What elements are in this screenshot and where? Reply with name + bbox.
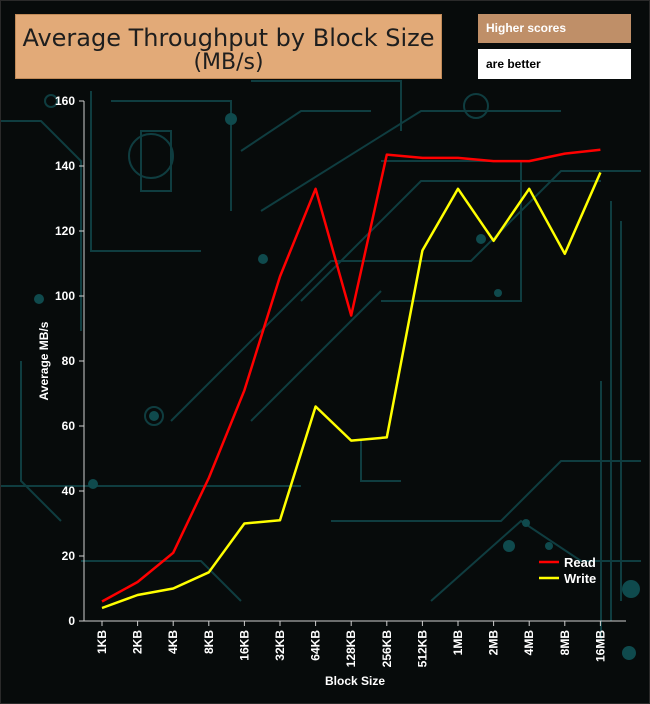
y-tick-label: 60	[62, 419, 76, 433]
x-tick-label: 2KB	[131, 630, 145, 654]
chart-series	[101, 148, 602, 610]
y-tick-label: 140	[55, 159, 75, 173]
x-tick-label: 16MB	[593, 630, 607, 662]
x-tick-labels: 1KB 2KB 4KB 8KB 16KB 32KB 64KB 128KB 256KB 512KB 1…	[95, 621, 607, 667]
x-tick-label: 32KB	[273, 630, 287, 661]
series-line-write	[101, 171, 602, 610]
x-tick-label: 4MB	[522, 630, 536, 656]
y-tick-labels: 0 20 40 60 80 100 120 140 160	[55, 94, 84, 628]
y-tick-label: 160	[55, 94, 75, 108]
y-tick-label: 80	[62, 354, 76, 368]
legend-label-write: Write	[564, 571, 596, 586]
series-line-read	[101, 148, 601, 603]
x-tick-label: 8MB	[558, 630, 572, 656]
x-tick-label: 1KB	[95, 630, 109, 654]
x-tick-label: 16KB	[237, 630, 251, 661]
y-tick-label: 0	[68, 614, 75, 628]
x-axis-title: Block Size	[325, 674, 385, 688]
y-tick-label: 40	[62, 484, 76, 498]
chart-title: Average Throughput by Block Size (MB/s)	[15, 14, 442, 79]
chart-axes	[83, 101, 626, 622]
chart-title-line-1: Average Throughput by Block Size	[22, 24, 435, 52]
x-tick-label: 1MB	[451, 630, 465, 656]
x-tick-label: 512KB	[415, 630, 429, 668]
note-are-better: are better	[478, 49, 631, 79]
y-axis-title: Average MB/s	[37, 321, 51, 400]
chart-title-line-2: (MB/s)	[193, 50, 264, 75]
x-tick-label: 256KB	[380, 630, 394, 668]
x-tick-label: 64KB	[309, 630, 323, 661]
x-tick-label: 2MB	[487, 630, 501, 656]
x-tick-label: 128KB	[344, 630, 358, 668]
y-tick-label: 120	[55, 224, 75, 238]
y-tick-label: 100	[55, 289, 75, 303]
x-tick-label: 4KB	[166, 630, 180, 654]
y-tick-label: 20	[62, 549, 76, 563]
legend-label-read: Read	[564, 555, 596, 570]
x-tick-label: 8KB	[202, 630, 216, 654]
note-higher-scores: Higher scores	[478, 14, 631, 43]
